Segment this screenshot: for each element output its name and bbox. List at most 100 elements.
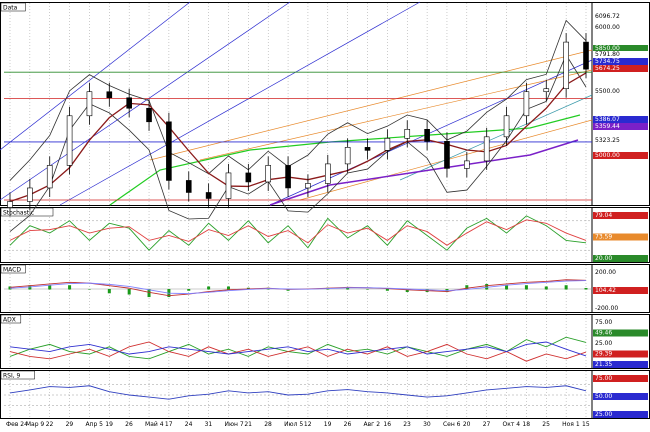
histogram-bar xyxy=(207,286,211,290)
histogram-bar xyxy=(505,285,509,290)
panel-rsi: 75.00 50.00 25.00 xyxy=(4,375,648,418)
candle-body xyxy=(503,115,510,138)
trend-channel-line xyxy=(0,1,191,151)
trend-channel-line xyxy=(269,59,593,206)
date-tick-label: 26 xyxy=(344,421,352,428)
price-tag-label: 5323.25 xyxy=(595,137,620,144)
candle-body xyxy=(146,107,152,123)
series-line-adx xyxy=(9,341,587,357)
date-tick-label: Апр 5 xyxy=(85,421,103,428)
axis-tag-label: -200.00 xyxy=(595,305,618,312)
panel-title-stochastic: Stochastic xyxy=(3,210,34,217)
date-tick-label: 29 xyxy=(66,421,74,428)
candle-body xyxy=(464,160,470,169)
panel-frame-adx xyxy=(0,314,650,369)
price-tag-bg xyxy=(593,65,648,72)
trendline-purple xyxy=(269,139,579,206)
candle-body xyxy=(483,136,490,162)
candle-body xyxy=(7,201,13,208)
date-tick-label: 31 xyxy=(205,421,213,428)
date-tick-label: 26 xyxy=(125,421,133,428)
series-line-rsi xyxy=(9,385,587,400)
candle-body xyxy=(86,91,93,117)
date-tick-label: 30 xyxy=(423,421,431,428)
price-tag-label: 5500.00 xyxy=(595,88,620,95)
candle-body xyxy=(126,97,132,109)
axis-tag-bg xyxy=(593,233,648,241)
price-tag-bg xyxy=(593,45,648,52)
price-tag-label: 5386.07 xyxy=(595,116,620,123)
date-tick-label: Мар 9 xyxy=(26,421,45,428)
axis-tag-label: 49.46 xyxy=(595,330,612,337)
axis-tag-bg xyxy=(593,269,648,276)
panel-title-box xyxy=(0,207,54,217)
axis-tag-bg xyxy=(593,212,648,219)
panel-title-box xyxy=(0,314,22,324)
histogram-bar xyxy=(226,286,230,290)
histogram-bar xyxy=(485,283,489,290)
panel-title-price: Data xyxy=(3,5,18,12)
candle-body xyxy=(265,165,272,183)
axis-tag-bg xyxy=(593,375,648,382)
histogram-bar xyxy=(87,289,91,290)
axis-tag-label: 75.00 xyxy=(595,375,612,382)
price-tag-bg xyxy=(593,116,648,123)
date-tick-label: 19 xyxy=(324,421,332,428)
date-tick-label: Авг 2 xyxy=(364,421,381,428)
date-tick-label: 12 xyxy=(304,421,312,428)
bollinger-lower xyxy=(9,53,587,232)
axis-tag-bg xyxy=(593,340,648,347)
candle-body xyxy=(46,165,53,189)
date-tick-label: 20 xyxy=(463,421,471,428)
axis-tag-bg xyxy=(593,305,648,312)
candle-body xyxy=(404,129,411,139)
panel-title-rsi: RSI, 9 xyxy=(3,373,21,380)
axis-tag-label: 20.00 xyxy=(595,255,612,262)
axis-tag-label: 50.00 xyxy=(595,393,612,400)
histogram-bar xyxy=(187,289,191,291)
axis-tag-bg xyxy=(593,319,648,326)
price-tag-label: 5359.44 xyxy=(595,123,620,130)
price-tag-bg xyxy=(593,58,648,65)
candle-body xyxy=(543,88,550,93)
candle-body xyxy=(27,187,33,202)
price-tag-bg xyxy=(593,24,648,31)
axis-tag-label: 75.00 xyxy=(595,319,612,326)
candle-body xyxy=(66,115,73,166)
candle-body xyxy=(384,138,391,151)
histogram-bar xyxy=(147,289,151,298)
axis-tag-bg xyxy=(593,411,648,418)
price-tag-label: 5791.80 xyxy=(595,51,620,58)
bollinger-upper xyxy=(9,19,587,181)
date-tick-label: 18 xyxy=(522,421,530,428)
date-tick-label: Май 4 xyxy=(145,421,164,428)
histogram-bar xyxy=(544,286,548,290)
histogram-bar xyxy=(564,285,568,290)
price-tag-label: 6000.00 xyxy=(595,24,620,31)
price-panel: 6096.72 6000.00 5850.005791.805734.755674.… xyxy=(0,1,648,232)
trend-channel-line xyxy=(59,1,421,206)
axis-tag-label: 21.35 xyxy=(595,361,612,368)
candle-body xyxy=(205,192,212,199)
date-tick-label: Июн 7 xyxy=(224,421,243,428)
price-tag-label: 5850.00 xyxy=(595,45,620,52)
trend-channel-line xyxy=(399,94,593,181)
axis-tag-label: 29.39 xyxy=(595,351,612,358)
price-tag-bg xyxy=(593,13,648,20)
price-tag-bg xyxy=(593,137,648,144)
axis-tag-label: 200.00 xyxy=(595,269,616,276)
histogram-bar xyxy=(584,287,588,290)
candle-body xyxy=(444,141,450,169)
candle-body xyxy=(106,91,113,99)
candle-body xyxy=(166,121,172,181)
panel-adx: 75.00 49.46 25.00 29.39 21.35 xyxy=(9,319,648,368)
axis-tag-label: 73.59 xyxy=(595,234,612,241)
date-tick-label: Сен 6 xyxy=(443,421,461,428)
histogram-bar xyxy=(48,285,52,290)
axis-tag-label: 25.00 xyxy=(595,340,612,347)
price-tag-label: 5000.00 xyxy=(595,152,620,159)
price-tag-label: 5674.25 xyxy=(595,65,620,72)
